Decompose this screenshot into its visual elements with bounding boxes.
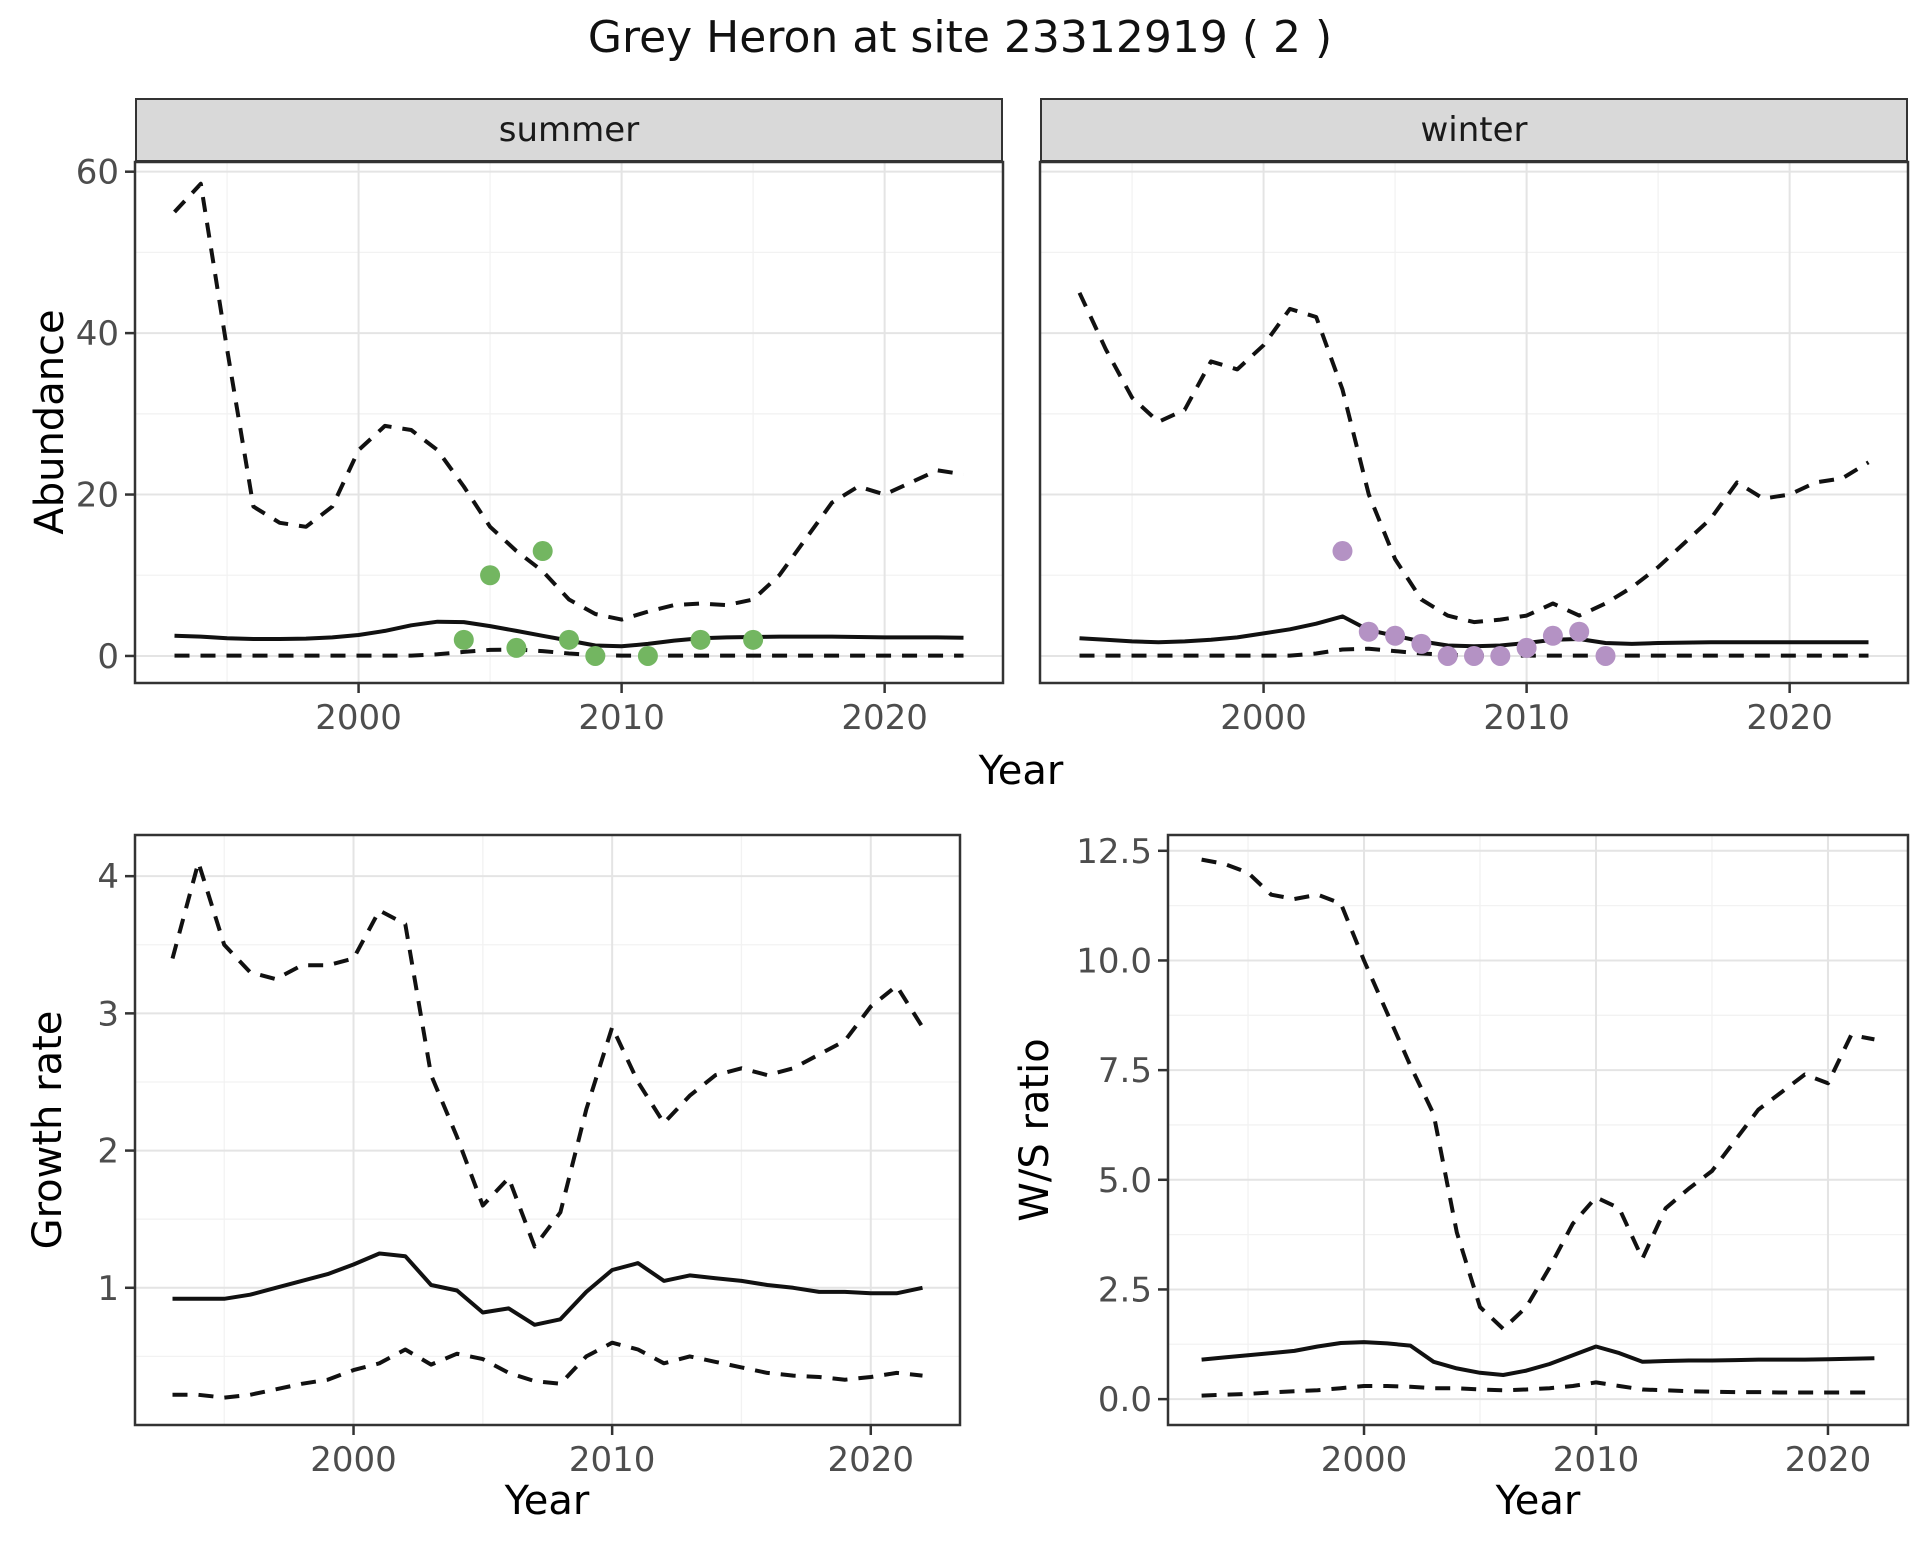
x-axis-title-year-ws: Year	[1495, 1478, 1581, 1524]
x-tick-label: 2020	[841, 698, 928, 738]
summer-observations-point	[637, 645, 658, 666]
winter-observations-point	[1358, 621, 1379, 642]
abundance_winter-upper_ci-line	[1077, 291, 1870, 625]
winter-observations-point	[1516, 637, 1537, 658]
x-tick-label: 2000	[310, 1440, 397, 1480]
ws_ratio-upper_ci-line	[1201, 857, 1875, 1331]
winter-observations-point	[1490, 645, 1511, 666]
summer-observations-point	[585, 645, 606, 666]
x-tick-label: 2010	[1553, 1440, 1640, 1480]
facet-strip-winter: winter	[1040, 98, 1908, 162]
y-axis-title-growth-rate: Growth rate	[25, 1010, 71, 1250]
y-tick-label: 5.0	[1098, 1161, 1152, 1201]
winter-observations-point	[1385, 625, 1406, 646]
ws_ratio-lower_ci-line	[1201, 1380, 1875, 1398]
y-tick-label: 12.5	[1076, 832, 1152, 872]
summer-observations-point	[743, 629, 764, 650]
y-tick-label: 4	[97, 857, 119, 897]
panel-abundance_summer: 2000 2010 2020 0 20 40 60	[76, 153, 1005, 738]
y-tick-label: 2.5	[1098, 1270, 1152, 1310]
panel-ws_ratio: 2000 2010 2020 0.0 2.5 5.0 7.5 10.0 12.5	[1076, 832, 1910, 1480]
x-tick-label: 2010	[578, 698, 665, 738]
summer-observations-point	[506, 637, 527, 658]
y-tick-label: 60	[76, 153, 119, 193]
y-tick-label: 7.5	[1098, 1051, 1152, 1091]
x-axis-title-year-growth: Year	[504, 1478, 590, 1524]
x-tick-label: 2000	[315, 698, 402, 738]
facet-strip-summer: summer	[135, 98, 1003, 162]
growth_rate-estimate-line	[172, 1251, 923, 1327]
winter-observations-point	[1595, 645, 1616, 666]
y-tick-label: 3	[97, 994, 119, 1034]
y-tick-label: 0	[97, 637, 119, 677]
y-tick-label: 10.0	[1076, 941, 1152, 981]
winter-observations-point	[1464, 645, 1484, 666]
ws_ratio-estimate-line	[1201, 1340, 1875, 1377]
x-tick-label: 2020	[1785, 1440, 1872, 1480]
x-axis-title-year-top: Year	[978, 748, 1064, 794]
y-axis-title-ws-ratio: W/S ratio	[1012, 1038, 1058, 1222]
facet-label-summer: summer	[498, 110, 640, 150]
y-tick-label: 20	[76, 476, 119, 516]
summer-observations-point	[453, 629, 474, 650]
abundance_summer-lower_ci-line	[174, 647, 964, 658]
winter-observations-point	[1332, 541, 1353, 562]
y-tick-label: 40	[76, 314, 119, 354]
x-tick-label: 2010	[569, 1440, 656, 1480]
x-tick-label: 2020	[828, 1440, 915, 1480]
growth_rate-lower_ci-line	[172, 1340, 923, 1400]
panel-abundance_winter: 2000 2010 2020	[1038, 160, 1910, 738]
abundance_summer-upper_ci-line	[173, 181, 964, 622]
y-tick-label: 0.0	[1098, 1380, 1152, 1420]
x-tick-label: 2000	[1220, 698, 1307, 738]
winter-observations-point	[1437, 645, 1458, 666]
winter-observations-point	[1569, 621, 1590, 642]
x-tick-label: 2000	[1321, 1440, 1408, 1480]
y-tick-label: 2	[97, 1132, 119, 1172]
y-tick-label: 1	[97, 1269, 119, 1309]
x-tick-label: 2020	[1746, 698, 1833, 738]
panel-growth_rate: 2000 2010 2020 1 2 3 4	[97, 833, 962, 1480]
winter-observations-point	[1542, 625, 1563, 646]
x-tick-label: 2010	[1483, 698, 1570, 738]
summer-observations-point	[690, 629, 711, 650]
summer-observations-point	[559, 629, 579, 650]
winter-observations-point	[1411, 633, 1432, 654]
summer-observations-point	[532, 541, 553, 562]
facet-label-winter: winter	[1420, 110, 1528, 150]
summer-observations-point	[480, 565, 501, 586]
chart-title: Grey Heron at site 23312919 ( 2 )	[587, 12, 1333, 63]
y-axis-title-abundance: Abundance	[27, 309, 73, 535]
growth_rate-upper_ci-line	[170, 860, 925, 1249]
